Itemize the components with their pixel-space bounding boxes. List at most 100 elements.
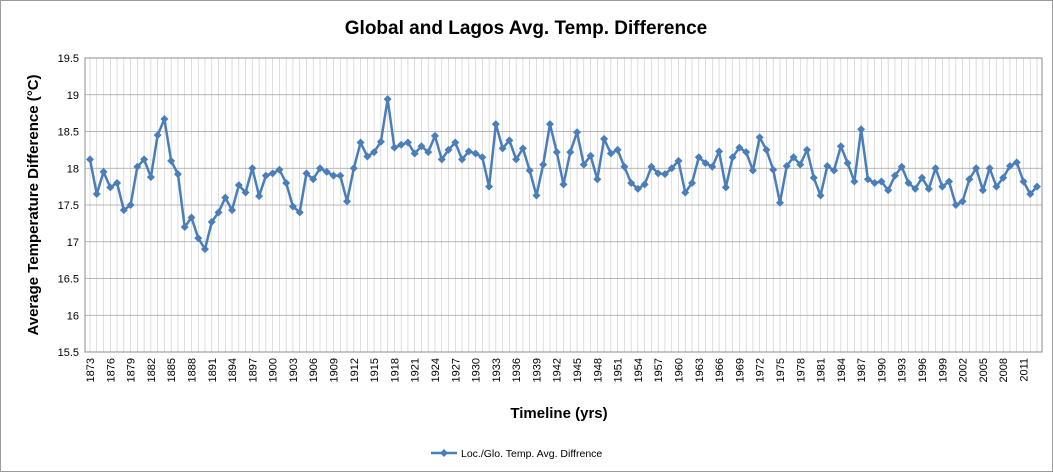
x-tick-label: 1879 [126,358,138,382]
data-point [424,148,433,157]
data-point [146,173,155,182]
data-point [86,155,94,164]
data-point [356,138,365,147]
data-point [613,145,622,154]
data-point [403,138,412,147]
data-point [640,180,649,189]
data-point [1026,189,1035,198]
data-point [417,142,426,151]
data-point [444,145,453,154]
data-point [728,153,737,162]
data-point [309,175,318,184]
data-point [221,193,230,202]
x-tick-label: 1978 [795,358,807,382]
data-point [742,148,751,157]
x-tick-label: 1918 [389,358,401,382]
data-point [173,170,182,179]
data-point [1033,182,1041,191]
data-point [505,136,514,145]
x-tick-label: 1894 [227,358,239,382]
data-point [660,170,669,179]
data-point [857,125,866,134]
data-point [458,155,467,164]
data-point [207,217,216,226]
data-point [92,189,101,198]
y-tick-label: 18.5 [58,127,79,139]
data-point [518,144,527,153]
y-tick-label: 19 [67,90,79,102]
data-point [451,138,460,147]
data-point [187,213,196,222]
data-point [633,184,642,193]
data-point [999,173,1008,182]
data-point [978,186,987,195]
data-point [606,149,615,158]
data-point [694,153,703,162]
data-point [194,234,203,243]
data-point [789,153,798,162]
data-point [992,182,1001,191]
x-tick-label: 1957 [653,358,665,382]
data-point [972,164,981,173]
data-point [532,191,541,200]
data-point [688,178,697,187]
data-point [397,140,406,149]
data-point [945,177,954,186]
data-point [241,188,250,197]
data-point [573,128,582,137]
data-point [904,178,913,187]
data-point [918,173,927,182]
data-point [437,155,446,164]
x-tick-label: 1963 [694,358,706,382]
data-point [255,192,264,201]
data-point [566,148,575,157]
x-tick-label: 1948 [592,358,604,382]
x-tick-label: 1975 [775,358,787,382]
data-point [911,184,920,193]
data-point [376,137,385,146]
x-tick-label: 1966 [714,358,726,382]
x-tick-label: 1912 [349,358,361,382]
x-tick-label: 1906 [308,358,320,382]
data-point [647,162,656,171]
data-point [133,162,142,171]
data-point [938,182,947,191]
data-point [160,115,169,124]
data-point [282,178,291,187]
x-tick-label: 1930 [471,358,483,382]
data-point [180,223,189,232]
x-tick-label: 1909 [329,358,341,382]
data-point [275,165,284,174]
data-point [288,202,297,211]
data-point [349,164,358,173]
data-point [850,177,859,186]
data-point [620,162,629,171]
data-point [370,148,379,157]
x-tick-label: 1936 [511,358,523,382]
data-point [539,160,548,169]
data-point [1019,177,1028,186]
data-point [491,120,500,129]
data-point [464,147,473,156]
y-tick-label: 16 [67,310,79,322]
data-point [775,198,784,207]
x-tick-label: 1990 [876,358,888,382]
data-point [985,164,994,173]
y-tick-label: 19.5 [58,53,79,65]
data-point [836,142,845,151]
data-point [545,120,554,129]
data-point [890,171,899,180]
data-point [559,180,568,189]
data-point [721,183,730,192]
data-point [214,208,223,217]
plot-area [84,57,1043,353]
data-point [261,171,270,180]
data-point [268,169,277,178]
x-tick-label: 1999 [937,358,949,382]
data-point [343,197,352,206]
x-tick-label: 1972 [755,358,767,382]
data-point [931,164,940,173]
data-point [329,171,338,180]
x-tick-label: 2002 [958,358,970,382]
